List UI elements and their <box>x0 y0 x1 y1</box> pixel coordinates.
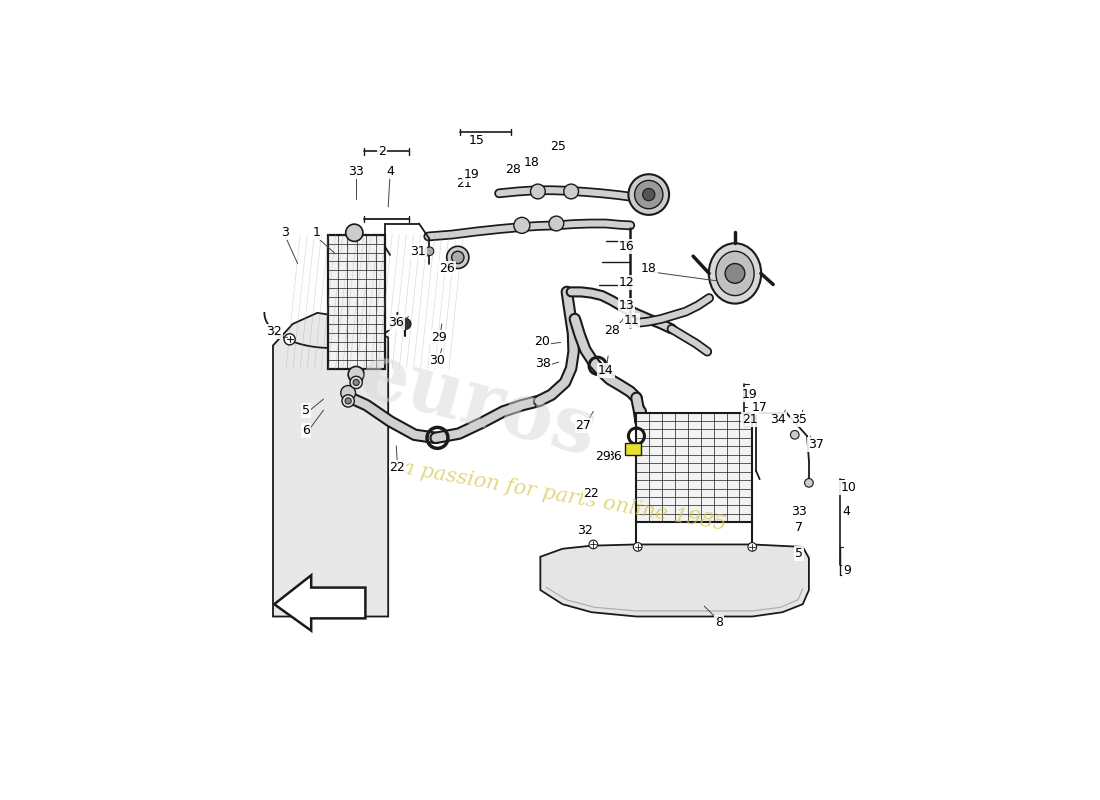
Text: 25: 25 <box>550 140 565 153</box>
Circle shape <box>588 540 597 549</box>
Text: 38: 38 <box>535 358 551 370</box>
Circle shape <box>642 189 654 201</box>
Circle shape <box>514 218 530 234</box>
Circle shape <box>342 394 354 407</box>
Text: 5: 5 <box>302 404 310 417</box>
Text: 14: 14 <box>597 364 614 377</box>
Ellipse shape <box>708 243 761 303</box>
Text: 7: 7 <box>795 521 803 534</box>
Text: 11: 11 <box>624 314 639 326</box>
Text: 3: 3 <box>282 226 289 239</box>
Text: 32: 32 <box>578 524 593 537</box>
Bar <box>329 234 385 369</box>
Text: 22: 22 <box>584 487 600 500</box>
Text: 9: 9 <box>844 564 851 577</box>
Text: 27: 27 <box>575 419 592 432</box>
Circle shape <box>284 334 295 345</box>
Text: 26: 26 <box>439 262 454 275</box>
Text: 6: 6 <box>302 424 310 437</box>
Text: 21: 21 <box>456 177 472 190</box>
Text: 29: 29 <box>431 331 448 344</box>
Text: 32: 32 <box>266 325 282 338</box>
Text: 28: 28 <box>604 323 619 337</box>
Text: 37: 37 <box>808 438 824 450</box>
Circle shape <box>345 398 351 404</box>
Text: a passion for parts online 1985: a passion for parts online 1985 <box>400 458 727 534</box>
Text: 2: 2 <box>378 145 386 158</box>
Text: 18: 18 <box>641 262 657 275</box>
Circle shape <box>447 246 469 269</box>
Text: 22: 22 <box>389 461 405 474</box>
Text: 30: 30 <box>429 354 446 367</box>
Text: 18: 18 <box>524 156 540 169</box>
Text: 13: 13 <box>618 299 635 312</box>
Circle shape <box>628 174 669 215</box>
Text: 17: 17 <box>751 401 768 414</box>
Text: 12: 12 <box>618 275 635 289</box>
Text: 21: 21 <box>741 413 758 426</box>
Text: 16: 16 <box>618 241 635 254</box>
Text: 1: 1 <box>312 226 320 239</box>
Circle shape <box>804 478 813 487</box>
Circle shape <box>353 379 360 386</box>
Text: 10: 10 <box>840 481 856 494</box>
Text: 15: 15 <box>469 134 484 147</box>
Circle shape <box>345 224 363 242</box>
Circle shape <box>341 386 355 400</box>
Text: 36: 36 <box>606 450 623 463</box>
Text: 33: 33 <box>349 165 364 178</box>
Bar <box>637 413 752 522</box>
Text: 4: 4 <box>386 165 394 178</box>
Circle shape <box>635 180 663 209</box>
Text: 33: 33 <box>791 506 807 518</box>
Polygon shape <box>274 575 365 630</box>
Text: 34: 34 <box>770 413 786 426</box>
Circle shape <box>452 251 464 263</box>
Text: 20: 20 <box>535 334 550 348</box>
Bar <box>625 443 640 454</box>
Circle shape <box>563 184 579 199</box>
Text: 28: 28 <box>505 163 521 177</box>
Circle shape <box>348 366 364 382</box>
Circle shape <box>425 247 433 255</box>
Text: 31: 31 <box>410 245 426 258</box>
Ellipse shape <box>716 251 755 295</box>
Polygon shape <box>540 545 808 617</box>
Text: 35: 35 <box>791 413 807 426</box>
Circle shape <box>634 542 642 551</box>
Text: 36: 36 <box>388 316 404 329</box>
Circle shape <box>530 184 546 199</box>
Circle shape <box>400 318 411 330</box>
Text: euros: euros <box>351 336 605 472</box>
Text: 5: 5 <box>795 546 803 559</box>
Circle shape <box>549 216 563 231</box>
Circle shape <box>725 263 745 283</box>
Circle shape <box>791 430 799 439</box>
Text: 19: 19 <box>741 388 758 402</box>
Text: 8: 8 <box>715 616 723 629</box>
Text: 29: 29 <box>595 450 610 463</box>
Circle shape <box>350 376 362 389</box>
Text: 19: 19 <box>463 168 480 181</box>
Circle shape <box>748 542 757 551</box>
Polygon shape <box>273 313 388 617</box>
Text: 4: 4 <box>842 506 850 518</box>
